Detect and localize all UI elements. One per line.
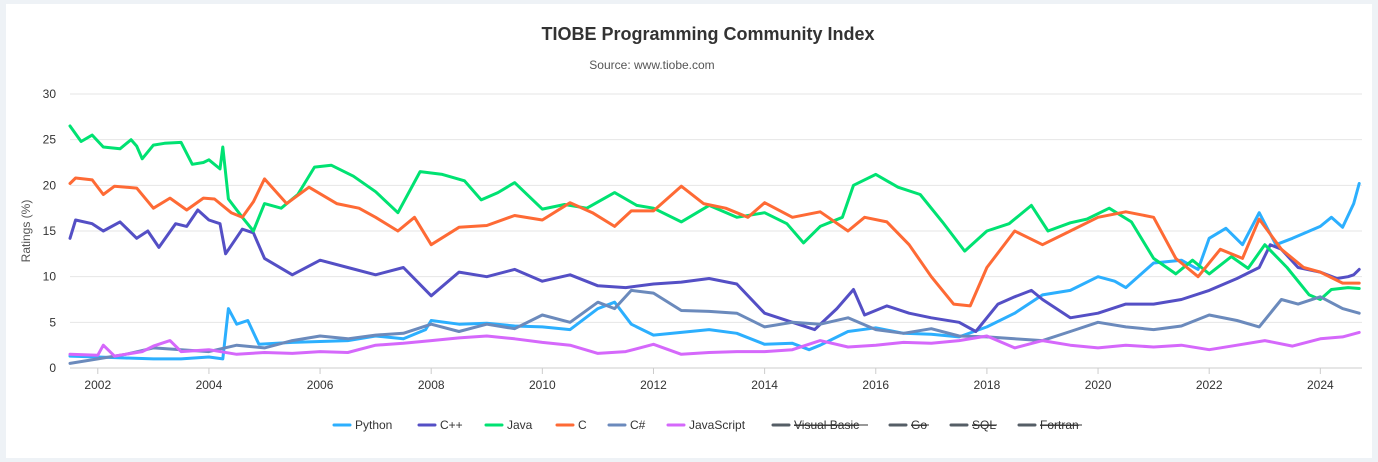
x-tick-label: 2020 [1085, 378, 1112, 392]
x-tick-label: 2002 [84, 378, 111, 392]
x-tick-label: 2016 [862, 378, 889, 392]
legend-item-visual-basic[interactable]: Visual Basic [771, 418, 868, 432]
y-tick-label: 5 [49, 315, 56, 329]
series-layer [68, 124, 1361, 365]
legend-item-javascript[interactable]: JavaScript [666, 418, 746, 432]
x-tick-labels: 2002 2004 2006 2008 2010 2012 2014 2016 2018 2020… [84, 378, 1334, 392]
x-tick-label: 2018 [974, 378, 1001, 392]
legend: Python C++ Java C C# JavaScript Visual Basic Go… [332, 418, 1082, 432]
x-tick-label: 2012 [640, 378, 667, 392]
x-tick-label: 2010 [529, 378, 556, 392]
legend-item-go[interactable]: Go [888, 418, 929, 432]
x-tick-label: 2008 [418, 378, 445, 392]
x-tick-label: 2022 [1196, 378, 1223, 392]
legend-label-c-: C# [630, 418, 646, 432]
legend-label-c: C [578, 418, 587, 432]
legend-label-c-: C++ [440, 418, 463, 432]
y-tick-labels: 0 5 10 15 20 25 30 [43, 87, 57, 375]
series-line-python[interactable] [68, 182, 1361, 361]
x-tick-label: 2014 [751, 378, 778, 392]
chart-subtitle[interactable]: Source: www.tiobe.com [589, 58, 714, 72]
legend-item-sql[interactable]: SQL [949, 418, 997, 432]
legend-item-c-[interactable]: C++ [417, 418, 463, 432]
legend-item-python[interactable]: Python [332, 418, 392, 432]
y-tick-label: 30 [43, 87, 57, 101]
x-tick-label: 2004 [196, 378, 223, 392]
legend-item-fortran[interactable]: Fortran [1017, 418, 1082, 432]
legend-item-c-[interactable]: C# [607, 418, 646, 432]
grid-layer [70, 93, 1362, 374]
y-tick-label: 20 [43, 178, 57, 192]
y-tick-label: 10 [43, 270, 57, 284]
series-line-c-[interactable] [68, 208, 1361, 333]
y-tick-label: 25 [43, 133, 57, 147]
y-axis-label: Ratings (%) [19, 200, 33, 263]
chart-title: TIOBE Programming Community Index [541, 24, 874, 44]
series-line-java[interactable] [68, 124, 1361, 301]
legend-label-python: Python [355, 418, 392, 432]
legend-label-javascript: JavaScript [689, 418, 746, 432]
x-tick-label: 2006 [307, 378, 334, 392]
legend-item-java[interactable]: Java [484, 418, 533, 432]
series-line-javascript[interactable] [68, 330, 1361, 358]
series-line-c[interactable] [68, 176, 1361, 308]
x-tick-label: 2024 [1307, 378, 1334, 392]
legend-label-java: Java [507, 418, 533, 432]
y-tick-label: 15 [43, 224, 57, 238]
legend-item-c[interactable]: C [555, 418, 587, 432]
y-tick-label: 0 [49, 361, 56, 375]
series-line-c-[interactable] [68, 288, 1361, 365]
